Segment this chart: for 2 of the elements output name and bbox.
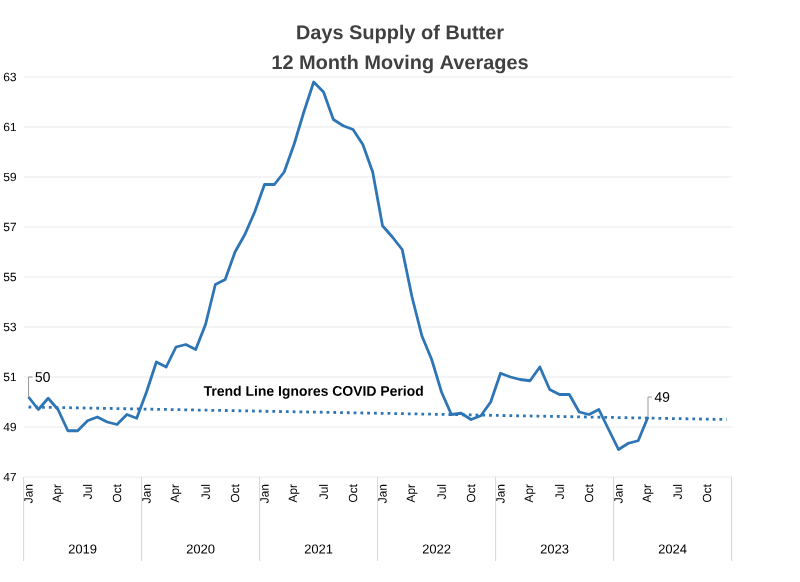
chart-subtitle: 12 Month Moving Averages	[272, 54, 528, 74]
chart-title: Days Supply of Butter	[297, 24, 504, 44]
